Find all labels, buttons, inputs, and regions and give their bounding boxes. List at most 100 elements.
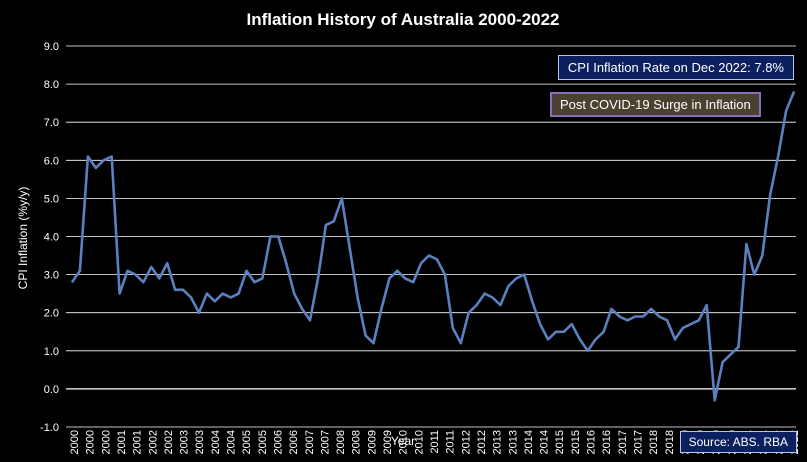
data-point [714,399,716,401]
data-point [372,342,375,344]
data-point [690,323,692,325]
data-point [777,155,779,158]
data-point [309,319,311,321]
data-point [277,235,279,238]
data-point [698,319,700,321]
data-point [452,327,454,329]
data-point [483,293,486,295]
data-point [190,296,192,299]
data-point [658,315,660,318]
data-point [134,274,137,276]
data-point [682,327,684,329]
data-point [95,167,97,169]
y-tick-label: -1.0 [40,422,59,434]
data-point [531,300,533,302]
y-tick-label: 8.0 [44,79,59,91]
data-point [238,293,240,295]
x-tick-label: 2001 [132,430,144,454]
x-tick-label: 2006 [288,430,300,454]
data-point [182,289,184,291]
data-point [206,293,208,295]
data-point [547,338,549,340]
data-point [198,312,200,314]
y-tick-label: 1.0 [44,346,59,358]
y-tick-label: 3.0 [44,270,59,282]
data-point [79,270,81,272]
x-tick-label: 2017 [617,430,629,454]
data-point [245,270,248,272]
x-tick-label: 2007 [304,430,316,454]
data-point [563,331,565,333]
data-point [325,224,327,226]
x-tick-label: 2004 [210,430,222,454]
data-point [555,331,557,333]
data-point [444,274,446,276]
data-point [364,334,367,337]
data-point [269,235,271,238]
x-tick-label: 2014 [523,430,535,454]
data-point [301,308,303,310]
y-tick-label: 4.0 [44,232,59,244]
data-point [729,354,732,356]
data-point [523,274,525,276]
y-axis-ticks: 9.0 8.0 7.0 6.0 5.0 4.0 3.0 2.0 1.0 0.0 -1.0 [40,41,59,434]
data-point [253,281,256,283]
data-point [626,319,628,321]
data-point [650,308,652,310]
data-point [602,331,605,333]
data-point [341,197,343,199]
x-tick-label: 2009 [382,430,394,454]
data-point [142,281,145,283]
x-tick-label: 2007 [319,430,331,454]
data-point [515,277,517,280]
x-tick-label: 2013 [507,430,519,454]
data-point [785,110,787,112]
data-point [317,277,319,280]
data-point [571,323,573,325]
x-tick-label: 2000 [100,430,112,454]
x-tick-label: 2006 [272,430,284,454]
data-point [380,308,383,310]
data-point [587,350,589,352]
x-tick-label: 2002 [147,430,159,454]
data-point [87,155,89,158]
y-tick-label: 9.0 [44,41,59,53]
x-tick-label: 2005 [241,430,253,454]
x-tick-label: 2016 [586,430,598,454]
data-point [119,293,121,295]
data-point [388,277,390,280]
data-point [436,258,438,260]
x-tick-label: 2003 [194,430,206,454]
y-tick-label: 5.0 [44,193,59,205]
data-point [706,304,708,306]
x-tick-label: 2000 [69,430,81,454]
data-point [293,293,295,295]
x-tick-label: 2018 [648,430,660,454]
data-point [214,300,216,302]
data-point [396,270,398,272]
series-layer [70,91,796,402]
data-point [158,277,160,280]
x-tick-label: 2004 [226,430,238,454]
data-point [357,296,359,299]
data-point [428,254,430,257]
x-tick-label: 2002 [163,430,175,454]
x-tick-label: 2016 [601,430,613,454]
data-point [166,262,168,264]
x-tick-label: 2010 [398,430,410,454]
x-tick-label: 2015 [554,430,566,454]
x-tick-label: 2017 [632,430,644,454]
cpi-rate-annotation: CPI Inflation Rate on Dec 2022: 7.8% [557,55,794,80]
data-point [285,262,287,264]
x-tick-label: 2001 [116,430,128,454]
data-point [610,308,613,310]
data-point [761,254,763,257]
data-point [420,262,422,264]
data-point [333,220,335,222]
data-point [539,323,541,325]
gridlines [66,45,796,428]
data-point [507,285,509,287]
data-point [491,296,494,299]
data-point [349,247,351,249]
x-tick-label: 2008 [335,430,347,454]
